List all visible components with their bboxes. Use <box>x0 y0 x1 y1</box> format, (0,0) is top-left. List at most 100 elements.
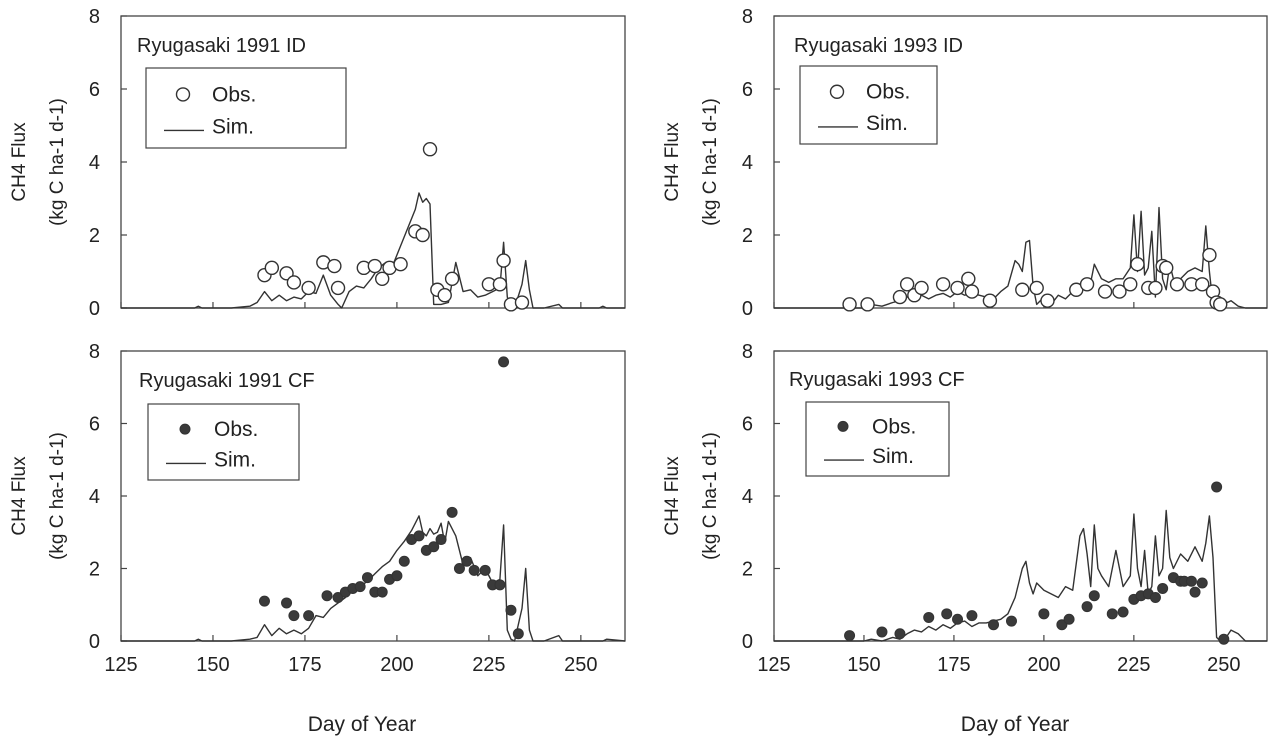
obs-point <box>498 356 510 368</box>
obs-point <box>860 297 875 312</box>
y-tick-label: 2 <box>89 559 100 581</box>
y-tick-label: 4 <box>742 152 753 174</box>
legend-obs-label: Obs. <box>212 83 256 106</box>
legend-obs-marker <box>837 420 849 432</box>
obs-point <box>288 610 300 622</box>
obs-point <box>332 592 344 603</box>
x-tick-label: 150 <box>847 654 880 676</box>
obs-point <box>494 579 506 591</box>
obs-point <box>923 611 935 623</box>
legend-sim-label: Sim. <box>212 115 254 138</box>
obs-point <box>952 613 964 625</box>
obs-point <box>413 530 425 542</box>
obs-point <box>398 555 410 567</box>
y-tick-label: 6 <box>89 79 100 101</box>
obs-point <box>428 541 440 553</box>
legend-obs-label: Obs. <box>872 415 916 438</box>
obs-point <box>982 293 998 308</box>
panel-1991-cf: 0 2 4 6 8 125 150 175 200 225 250 CH4 Flux (kg C ha-… <box>9 341 626 676</box>
obs-point <box>492 277 508 292</box>
y-tick-label: 0 <box>89 631 100 653</box>
y-tick-label: 8 <box>742 6 753 28</box>
obs-point <box>1079 277 1095 292</box>
legend-obs-label: Obs. <box>866 81 910 104</box>
obs-point <box>1148 280 1163 296</box>
x-tick-label: 200 <box>1027 654 1060 676</box>
y-axis-label-line2: (kg C ha-1 d-1) <box>700 432 721 560</box>
series-sim-line <box>121 192 625 309</box>
obs-point <box>961 271 976 286</box>
y-tick-label: 2 <box>89 225 100 247</box>
y-tick-label: 0 <box>742 298 753 320</box>
y-axis-label-line1: CH4 Flux <box>9 456 30 536</box>
y-axis-label-line1: CH4 Flux <box>662 456 683 536</box>
legend-box <box>147 403 300 481</box>
y-axis-label-line1: CH4 Flux <box>662 122 683 202</box>
legend-sim-label: Sim. <box>214 448 256 471</box>
y-tick-label: 0 <box>89 298 100 320</box>
x-tick-label: 250 <box>564 654 597 676</box>
legend-sim-label: Sim. <box>866 112 908 135</box>
panel-title: Ryugasaki 1991 CF <box>139 370 315 392</box>
obs-point <box>1106 608 1118 620</box>
legend-box <box>145 67 347 149</box>
obs-point <box>1185 575 1197 587</box>
obs-point <box>1130 257 1145 272</box>
obs-point <box>286 275 302 290</box>
obs-point <box>258 595 270 607</box>
obs-point <box>354 581 366 593</box>
obs-point <box>1038 608 1050 620</box>
panel-1993-cf: 0 2 4 6 8 125 150 175 200 225 250 CH4 Flux (kg C ha-… <box>662 341 1268 676</box>
y-tick-label: 6 <box>742 414 753 436</box>
obs-point <box>964 284 980 299</box>
plot-frame <box>120 350 626 642</box>
x-tick-label: 225 <box>472 654 505 676</box>
obs-point <box>367 258 383 274</box>
x-axis-label-right: Day of Year <box>961 713 1070 736</box>
y-tick-label: 2 <box>742 225 753 247</box>
x-tick-label: 225 <box>1117 654 1150 676</box>
y-tick-label: 6 <box>89 414 100 436</box>
y-axis-label-line2: (kg C ha-1 d-1) <box>47 98 68 226</box>
x-tick-label: 150 <box>196 654 229 676</box>
y-tick-label: 8 <box>742 341 753 363</box>
y-tick-label: 2 <box>742 559 753 581</box>
legend-obs-marker <box>179 423 191 435</box>
obs-point <box>1196 577 1208 589</box>
y-tick-label: 4 <box>89 486 100 508</box>
obs-point <box>514 295 530 310</box>
obs-point <box>281 597 293 609</box>
obs-point <box>446 506 458 518</box>
obs-point <box>361 572 373 584</box>
obs-point <box>391 570 403 582</box>
obs-point <box>374 271 390 286</box>
obs-point <box>894 628 906 640</box>
panel-1991-id: 0 2 4 6 8 CH4 Flux (kg C ha-1 d-1) Ryugasaki 19… <box>9 6 626 320</box>
obs-point <box>1149 592 1161 603</box>
y-axis-label-line2: (kg C ha-1 d-1) <box>700 98 721 226</box>
y-tick-label: 4 <box>89 152 100 174</box>
legend: Obs. Sim. <box>147 403 300 481</box>
obs-point <box>1189 586 1201 598</box>
panel-title: Ryugasaki 1991 ID <box>137 35 306 57</box>
obs-point <box>941 608 953 620</box>
obs-point <box>1097 284 1113 299</box>
obs-point <box>1063 613 1075 625</box>
panel-title: Ryugasaki 1993 ID <box>794 35 963 57</box>
obs-point <box>1015 282 1030 297</box>
plot-frame <box>773 15 1268 309</box>
obs-point <box>264 260 280 276</box>
obs-point <box>914 280 929 296</box>
obs-point <box>842 297 857 312</box>
y-tick-label: 8 <box>89 6 100 28</box>
legend-box <box>799 65 938 145</box>
obs-point <box>1157 582 1169 594</box>
obs-point <box>376 586 388 598</box>
obs-point <box>950 280 965 296</box>
obs-point <box>988 619 1000 631</box>
obs-point <box>461 555 473 567</box>
obs-point <box>899 277 915 292</box>
x-tick-label: 125 <box>104 654 137 676</box>
legend-obs-marker <box>175 87 191 102</box>
obs-point <box>496 253 511 268</box>
